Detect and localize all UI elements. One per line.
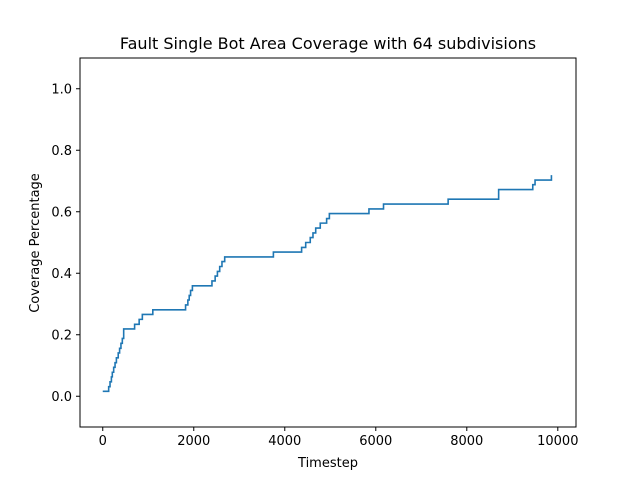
series-line-0 xyxy=(102,175,553,393)
x-tick-label: 4000 xyxy=(268,434,301,449)
y-axis-ticks: 0.0 0.2 0.4 0.6 0.8 1.0 xyxy=(51,82,80,405)
x-tick-label: 2000 xyxy=(177,434,210,449)
y-tick-label: 1.0 xyxy=(51,82,72,97)
plot-frame xyxy=(79,57,577,428)
x-tick-label: 10000 xyxy=(537,434,578,449)
x-tick-label: 0 xyxy=(99,434,107,449)
x-tick-label: 6000 xyxy=(359,434,392,449)
chart-title: Fault Single Bot Area Coverage with 64 s… xyxy=(120,34,536,53)
x-axis-ticks: 0 2000 4000 6000 8000 10000 xyxy=(99,427,578,449)
y-tick-label: 0.6 xyxy=(51,205,72,220)
y-tick-label: 0.8 xyxy=(51,144,72,159)
x-axis-label: Timestep xyxy=(297,456,358,471)
x-tick-label: 8000 xyxy=(450,434,483,449)
y-tick-label: 0.0 xyxy=(51,390,72,405)
plot-area xyxy=(79,57,577,428)
series-layer xyxy=(102,175,553,393)
y-axis-label: Coverage Percentage xyxy=(28,173,43,313)
y-tick-label: 0.2 xyxy=(51,328,72,343)
y-tick-label: 0.4 xyxy=(51,267,72,282)
